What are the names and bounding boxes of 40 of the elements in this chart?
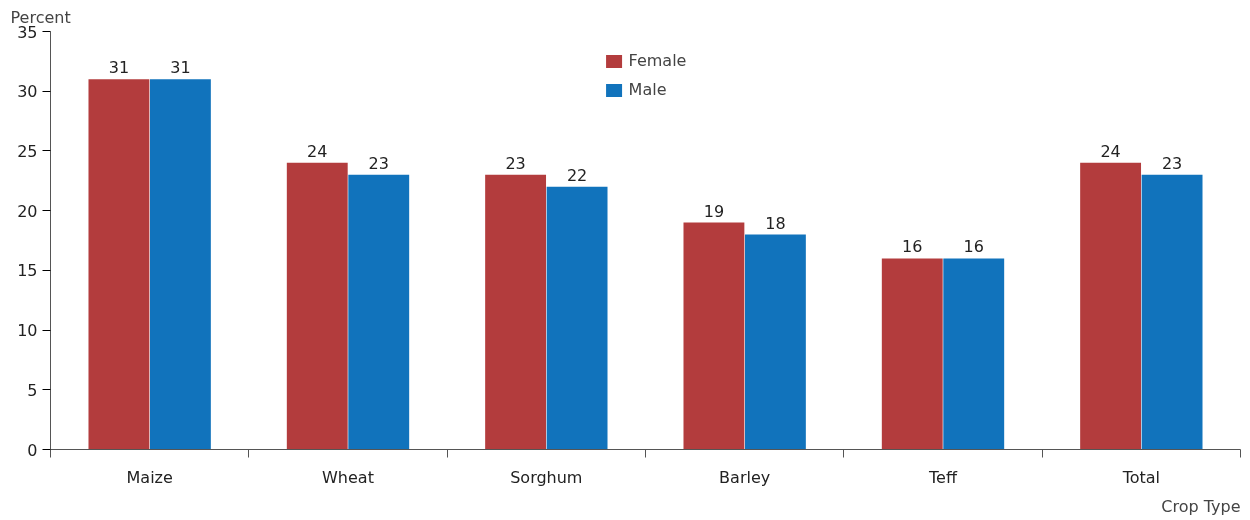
legend-label: Female — [628, 51, 687, 70]
data-label: 23 — [1161, 153, 1183, 173]
y-tick-label: 20 — [17, 201, 38, 221]
bar — [683, 222, 745, 450]
data-label: 22 — [566, 165, 588, 185]
bar — [286, 162, 348, 450]
bar — [149, 79, 211, 450]
bar — [348, 174, 410, 450]
data-label: 24 — [1100, 141, 1121, 161]
x-tick-label: Barley — [719, 467, 771, 487]
x-tick-label: Teff — [928, 467, 958, 487]
y-tick-label: 25 — [17, 141, 38, 161]
data-label: 16 — [902, 237, 923, 257]
y-tick-label: 10 — [17, 321, 38, 341]
bar — [943, 258, 1005, 450]
bar — [881, 258, 943, 450]
y-tick-label: 5 — [27, 380, 38, 400]
data-label: 24 — [307, 141, 328, 161]
bar — [744, 234, 806, 450]
x-tick-label: Maize — [126, 467, 173, 487]
data-label: 23 — [505, 153, 526, 173]
data-label: 31 — [170, 58, 191, 78]
data-label: 19 — [703, 201, 725, 221]
data-label: 31 — [108, 58, 130, 78]
x-tick-label: Total — [1121, 467, 1161, 487]
x-tick-label: Wheat — [322, 467, 374, 487]
data-label: 16 — [963, 237, 984, 257]
bar — [1141, 174, 1203, 450]
data-label: 18 — [765, 213, 786, 233]
legend-label: Male — [628, 80, 667, 99]
y-tick-label: 15 — [17, 261, 38, 281]
y-tick-label: 0 — [27, 440, 38, 460]
y-tick-label: 30 — [17, 82, 38, 102]
x-tick-label: Sorghum — [510, 467, 583, 487]
bar — [88, 79, 150, 450]
bar — [546, 186, 608, 450]
x-axis-title: Crop Type — [1161, 496, 1241, 516]
data-label: 23 — [368, 153, 389, 173]
bar — [1080, 162, 1142, 450]
bar — [485, 174, 547, 450]
